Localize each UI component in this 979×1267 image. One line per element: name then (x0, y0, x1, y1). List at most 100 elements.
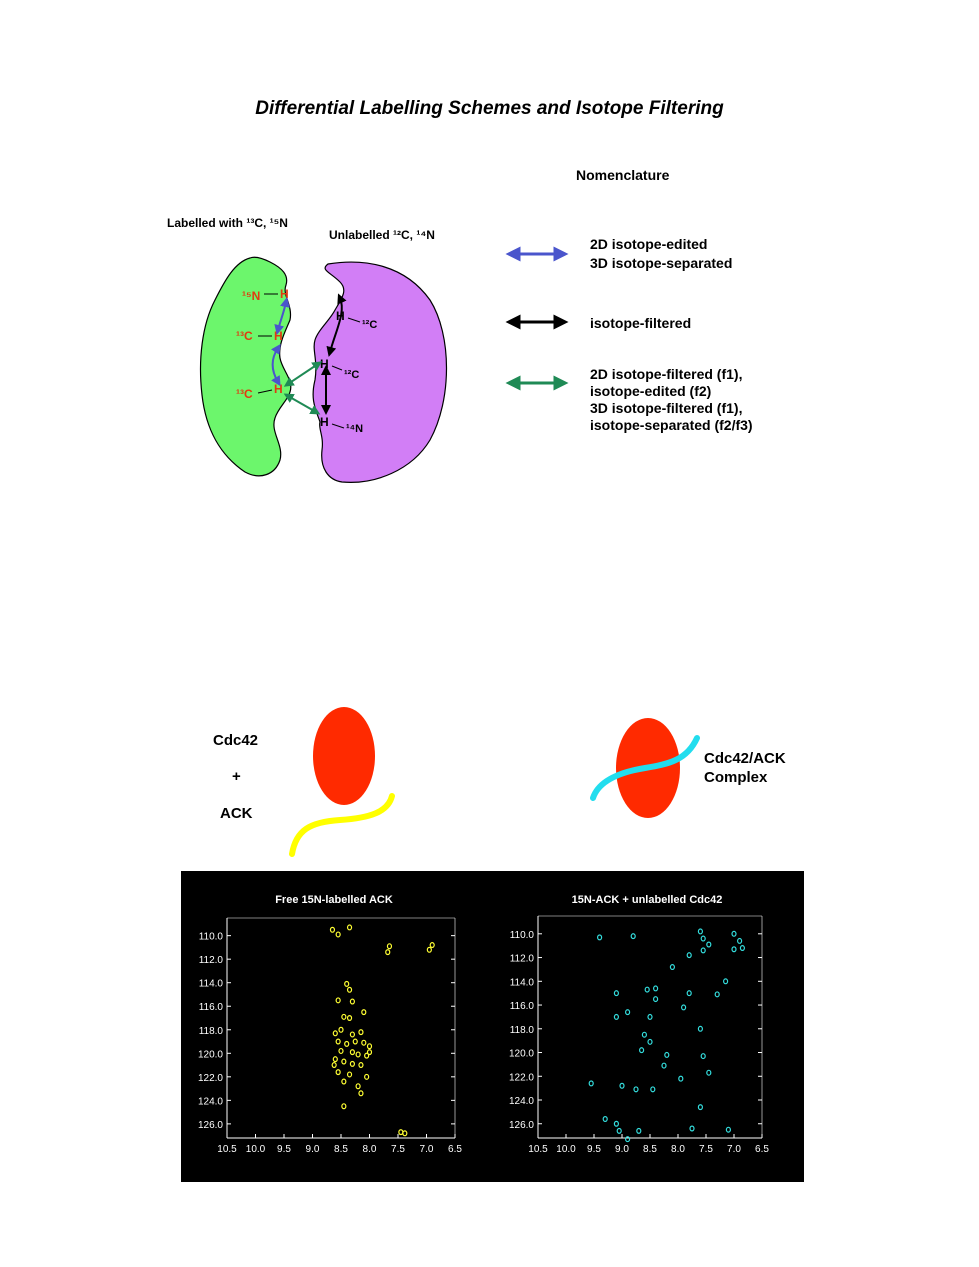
spectrum-peak (661, 1062, 667, 1069)
spectrum-peak (686, 952, 692, 959)
spectrum-peak (386, 943, 393, 950)
spectrum-peak (613, 1013, 619, 1020)
complex-cartoon (590, 718, 700, 818)
spectrum-peak (616, 1127, 622, 1134)
spectrum-peak (346, 1071, 353, 1078)
ack-label: ACK (220, 805, 253, 822)
spectrum-peak (647, 1013, 653, 1020)
spectrum-peak (714, 991, 720, 998)
cdc42-blob (313, 707, 375, 805)
spectrum-peak (706, 941, 712, 948)
y-tick-label: 124.0 (198, 1096, 223, 1107)
spectrum-peak (346, 1015, 353, 1022)
y-tick-label: 114.0 (199, 979, 224, 990)
unlabelled-protein-label: Unlabelled ¹²C, ¹⁴N (329, 228, 435, 242)
spectrum-peak (697, 1025, 704, 1032)
atom-h-3: H (274, 382, 283, 396)
spectrum-peak (344, 980, 350, 987)
spectrum-peak (681, 1004, 687, 1011)
y-tick-label: 112.0 (199, 955, 224, 966)
spectrum-peak (426, 946, 432, 953)
spectrum-peak (602, 1116, 608, 1123)
spectrum-peak (341, 1103, 347, 1110)
unlabelled-protein-shape (312, 261, 448, 483)
spectrum-peak (344, 1040, 350, 1047)
x-tick-label: 7.5 (699, 1144, 713, 1155)
spectrum-peak (331, 1062, 337, 1069)
x-tick-label: 9.0 (306, 1144, 320, 1155)
labelled-protein-label: Labelled with ¹³C, ¹⁵N (167, 216, 288, 230)
atom-13c-1: ¹³C (236, 329, 253, 343)
spectrum-peak (332, 1030, 338, 1037)
x-tick-label: 9.5 (277, 1144, 291, 1155)
y-tick-label: 112.0 (510, 954, 535, 965)
y-tick-label: 124.0 (509, 1096, 534, 1107)
spectrum-peak (329, 926, 336, 933)
spectrum-peak (398, 1129, 404, 1136)
spectrum-peak (689, 1125, 695, 1132)
spectrum-peak (349, 1049, 355, 1056)
spectrum-peak (385, 949, 391, 956)
y-tick-label: 122.0 (198, 1073, 223, 1084)
spectrum-peak (358, 1090, 364, 1097)
spectrum-peak (686, 990, 692, 997)
blue-arrow-1 (274, 297, 290, 335)
x-tick-label: 10.5 (217, 1144, 237, 1155)
spectrum-peak (346, 924, 353, 931)
spectrum-peak (364, 1073, 370, 1080)
spectrum-peak (644, 986, 650, 993)
plus-label: + (232, 768, 241, 785)
spectrum-peak (706, 1069, 712, 1076)
green-arrow-1 (283, 361, 323, 387)
spectra-panel: Free 15N-labelled ACK 110.0 112.0 114.0 116.… (181, 871, 804, 1182)
spectrum-peak (366, 1043, 373, 1050)
atom-h-r3: H (320, 415, 329, 429)
y-tick-label: 122.0 (509, 1072, 534, 1083)
spectrum-peak (429, 942, 435, 949)
atom-15n: ¹⁵N (242, 289, 260, 303)
spectrum-peak (341, 1058, 347, 1065)
x-tick-label: 10.5 (528, 1144, 548, 1155)
spectrum-title: Free 15N-labelled ACK (275, 894, 393, 906)
spectrum-peak (361, 1039, 367, 1046)
x-tick-label: 6.5 (755, 1144, 769, 1155)
labelled-protein-shape (199, 256, 292, 477)
spectrum-peak (341, 1078, 347, 1085)
spectrum-peak (678, 1075, 684, 1082)
y-tick-label: 110.0 (199, 932, 224, 943)
spectrum-peak (613, 990, 619, 997)
x-tick-label: 8.5 (334, 1144, 348, 1155)
spectrum-peak (653, 985, 659, 992)
spectrum-peak (352, 1038, 358, 1045)
spectrum-peak (613, 1120, 619, 1127)
legend-item-edited: 2D isotope-edited 3D isotope-separated (590, 236, 733, 271)
spectrum-peak (736, 937, 743, 944)
y-tick-label: 114.0 (510, 977, 535, 988)
spectrum-peak (700, 935, 706, 942)
spectrum-peak (588, 1080, 594, 1087)
spectrum-peak (641, 1031, 647, 1038)
legend-item-filtered-edited: 2D isotope-filtered (f1), isotope-edited… (590, 366, 753, 433)
spectrum-peak (725, 1126, 732, 1133)
spectrum-peak (664, 1051, 670, 1058)
x-tick-label: 7.0 (420, 1144, 434, 1155)
spectrum-peak (355, 1051, 361, 1058)
spectrum-peak (653, 996, 659, 1003)
y-tick-label: 110.0 (510, 930, 535, 941)
x-tick-label: 8.0 (671, 1144, 685, 1155)
y-tick-label: 126.0 (509, 1120, 534, 1131)
spectrum-peak (597, 934, 603, 941)
spectrum-peak (697, 1104, 704, 1111)
x-tick-label: 10.0 (246, 1144, 266, 1155)
spectrum-peak (669, 964, 675, 971)
green-arrow-2 (283, 393, 321, 415)
spectrum-peak (625, 1136, 631, 1143)
atom-h-2: H (274, 329, 283, 343)
y-tick-label: 116.0 (510, 1001, 535, 1012)
x-tick-label: 8.5 (643, 1144, 657, 1155)
spectrum-peak (630, 933, 636, 940)
spectrum-peak (402, 1130, 408, 1137)
y-tick-label: 120.0 (509, 1049, 534, 1060)
x-tick-label: 7.0 (727, 1144, 741, 1155)
cdc42-label: Cdc42 (213, 732, 259, 749)
